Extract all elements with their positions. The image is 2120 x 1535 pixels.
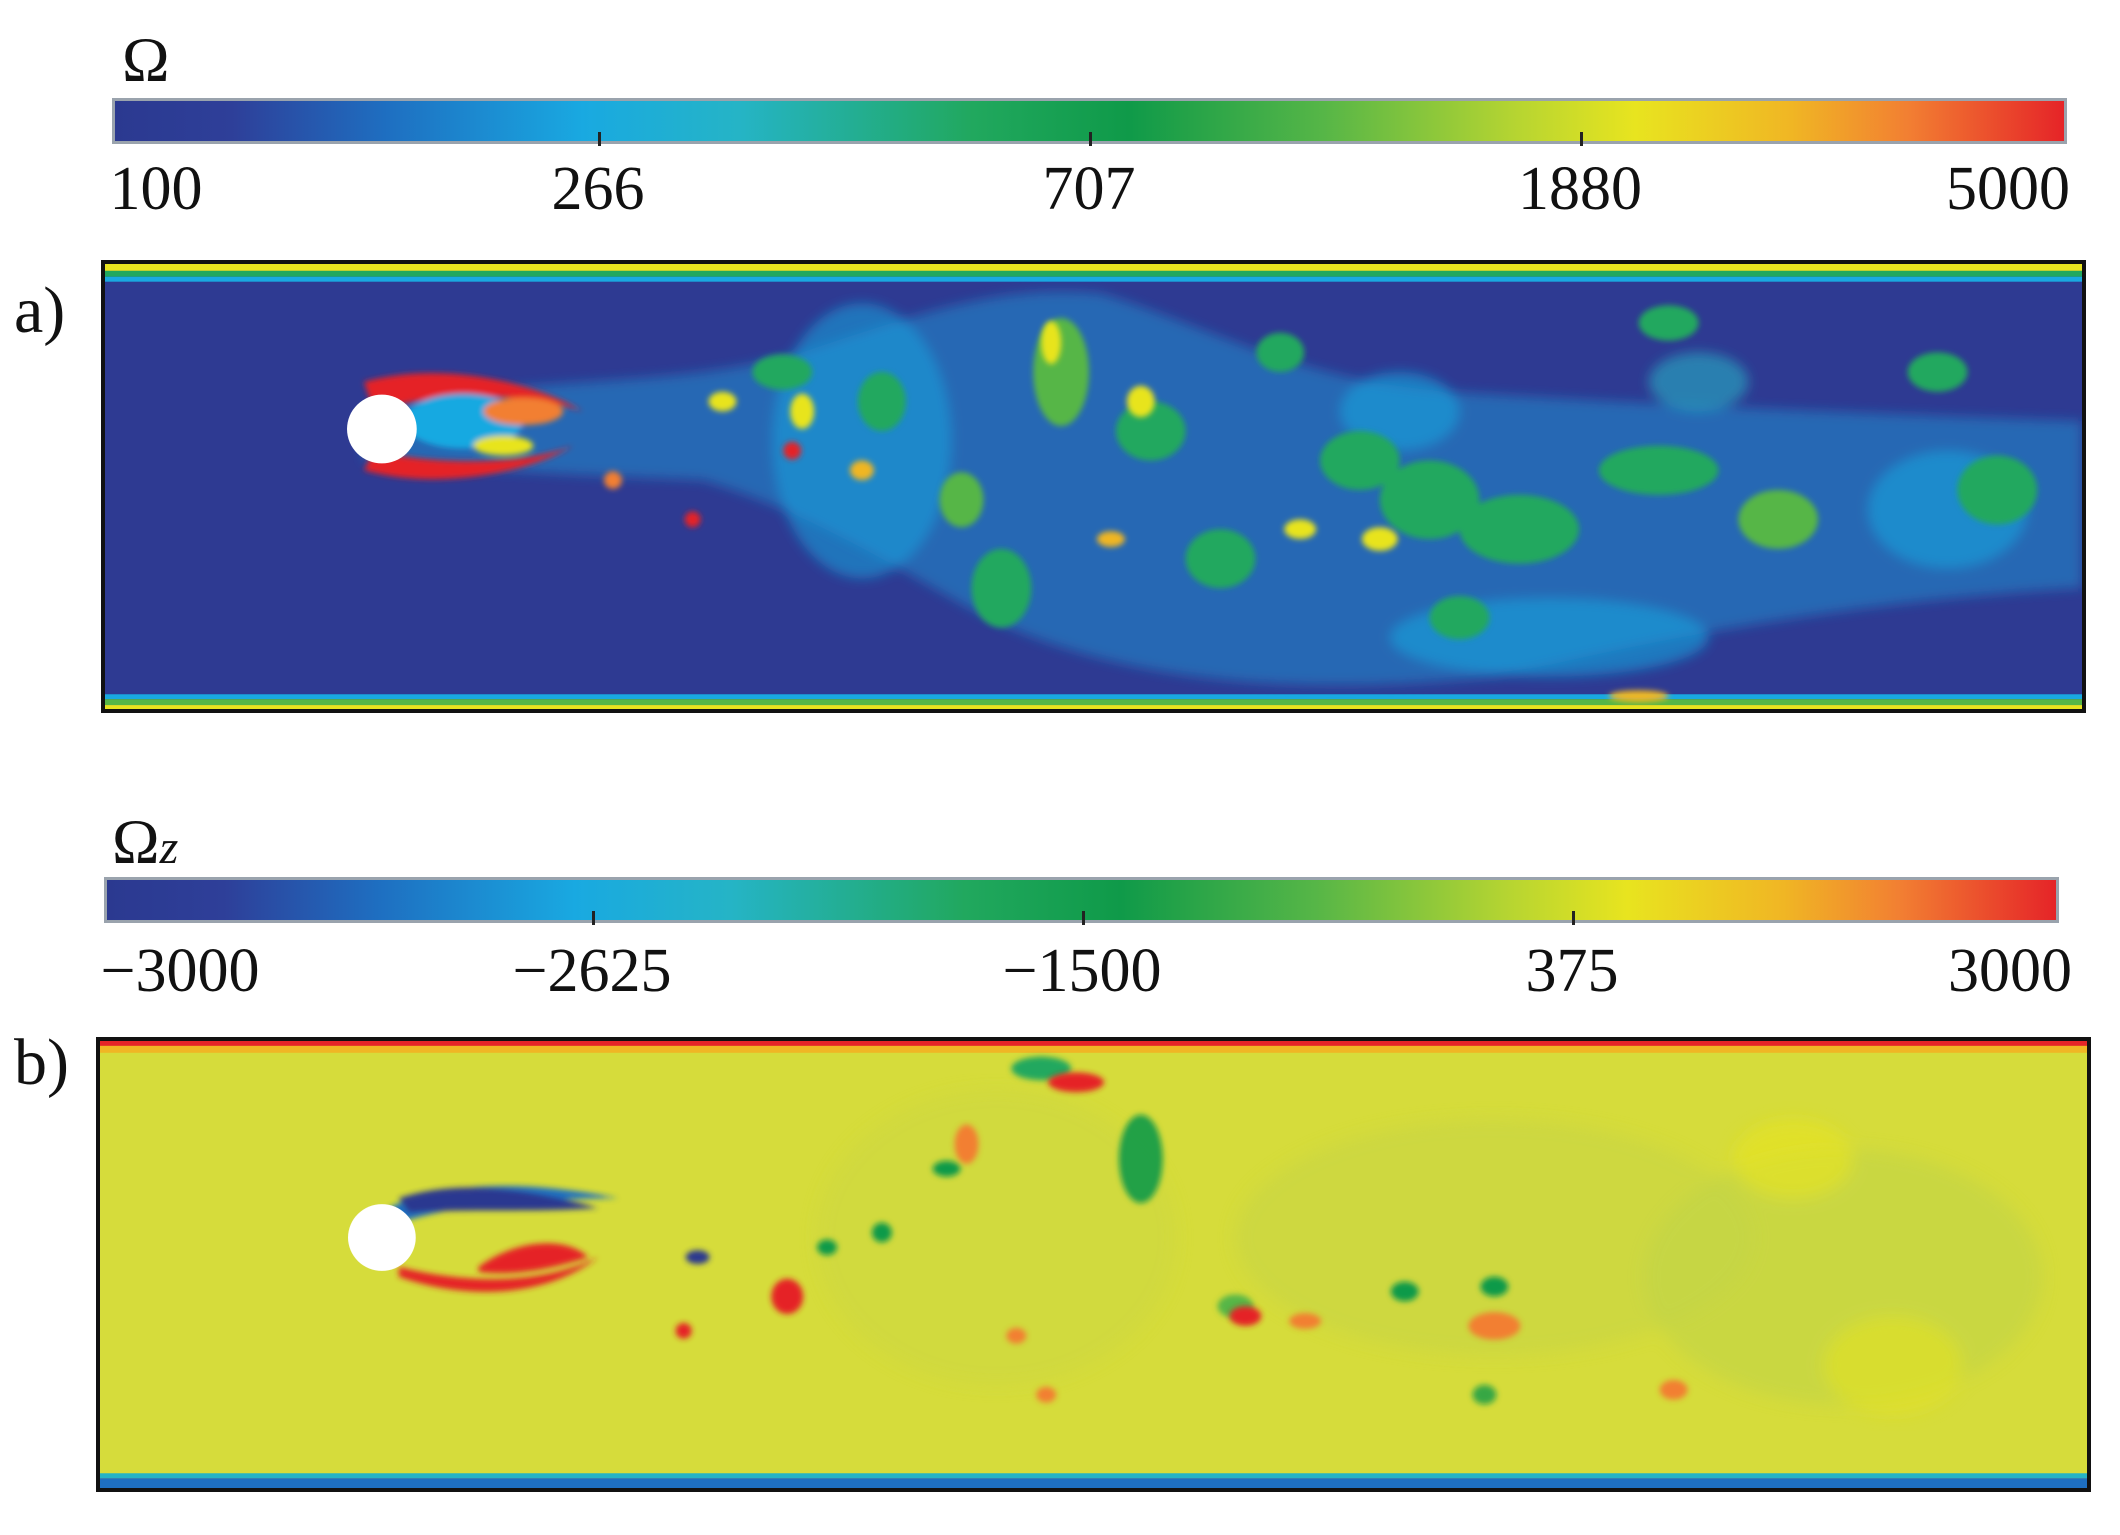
colorbar-b-tick-label: 375 xyxy=(1525,937,1619,1005)
colorbar-a-tick-label: 1880 xyxy=(1518,155,1642,223)
colorbar-a-tick-label: 5000 xyxy=(1946,155,2070,223)
colorbar-b-tick-2 xyxy=(592,911,595,925)
colorbar-b-tick-label: −2625 xyxy=(512,937,672,1005)
panel-b-field-image xyxy=(100,1041,2087,1488)
colorbar-a-symbol: Ω xyxy=(122,24,170,95)
panel-a-field-image xyxy=(105,264,2082,709)
colorbar-b-tick-label: 3000 xyxy=(1948,937,2072,1005)
colorbar-b-tick-label: −1500 xyxy=(1002,937,1162,1005)
colorbar-a-tick-label: 100 xyxy=(109,155,203,223)
colorbar-b-tick-label: −3000 xyxy=(100,937,260,1005)
colorbar-a-tick-label: 266 xyxy=(551,155,645,223)
colorbar-b xyxy=(104,877,2059,923)
panel-a-label: a) xyxy=(14,274,66,347)
panel-a-vorticity-field xyxy=(101,260,2086,713)
colorbar-b-tick-4 xyxy=(1572,911,1575,925)
panel-b-vorticity-z-field xyxy=(96,1037,2091,1492)
colorbar-b-tick-3 xyxy=(1082,911,1085,925)
colorbar-a-tick-4 xyxy=(1580,132,1583,146)
colorbar-b-subscript: z xyxy=(159,821,179,874)
colorbar-a-tick-2 xyxy=(598,132,601,146)
colorbar-a-title: Ω xyxy=(122,28,170,92)
colorbar-b-title: Ωz xyxy=(112,810,178,874)
panel-b-label: b) xyxy=(14,1026,69,1099)
colorbar-a-tick-3 xyxy=(1089,132,1092,146)
colorbar-b-symbol: Ω xyxy=(112,806,160,877)
colorbar-a-tick-label: 707 xyxy=(1042,155,1136,223)
